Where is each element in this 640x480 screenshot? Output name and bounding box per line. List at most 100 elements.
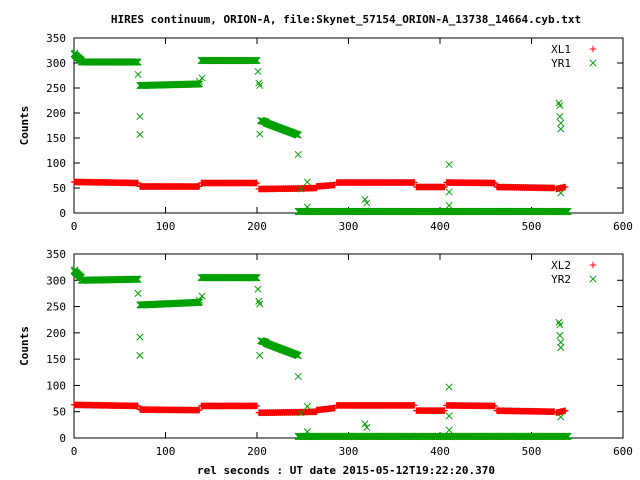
x-tick-label: 0: [71, 445, 78, 458]
x-axis-label: rel seconds : UT date 2015-05-12T19:22:2…: [197, 464, 495, 477]
legend-label: YR2: [551, 273, 571, 286]
data-point: [564, 432, 572, 440]
data-point: [256, 300, 264, 308]
data-point: [445, 412, 453, 420]
y-tick-label: 250: [46, 301, 66, 314]
data-point: [564, 207, 572, 215]
data-point: [303, 428, 311, 436]
data-point: [297, 185, 305, 193]
y-axis-label: Counts: [18, 106, 31, 146]
data-point: [255, 79, 263, 87]
y-tick-label: 200: [46, 107, 66, 120]
y-tick-label: 100: [46, 379, 66, 392]
y-tick-label: 150: [46, 353, 66, 366]
x-tick-label: 200: [247, 220, 267, 233]
top-plot-panel: 0 50 100 150 200 250 300 350 0 100 200 300 400 500 600…: [18, 32, 633, 233]
data-point: [445, 188, 453, 196]
y-tick-label: 50: [53, 406, 66, 419]
data-point: [136, 112, 144, 121]
x-tick-label: 0: [71, 220, 78, 233]
x-tick-label: 100: [156, 220, 176, 233]
x-tick-label: 300: [339, 220, 359, 233]
data-point: [134, 289, 142, 297]
y-tick-label: 100: [46, 157, 66, 170]
y-tick-label: 350: [46, 32, 66, 45]
bottom-plot-panel: 0 50 100 150 200 250 300 350 0 100 200 300 400 500 600…: [18, 248, 633, 458]
legend-marker: [589, 59, 597, 67]
x-tick-label: 400: [430, 445, 450, 458]
data-point: [196, 183, 203, 190]
data-point: [556, 101, 564, 110]
y-axis-label: Counts: [18, 326, 31, 366]
data-point: [198, 292, 206, 300]
series-xl2: [70, 401, 569, 417]
data-point: [411, 402, 418, 409]
x-tick-label: 300: [339, 445, 359, 458]
data-point: [71, 49, 79, 57]
x-tick-label: 500: [522, 220, 542, 233]
data-point: [136, 351, 144, 360]
data-point: [136, 333, 144, 341]
data-point: [557, 338, 565, 346]
data-point: [297, 409, 305, 417]
y-tick-label: 300: [46, 274, 66, 287]
data-point: [134, 58, 142, 66]
data-point: [441, 183, 448, 191]
legend-marker: [589, 261, 597, 269]
data-point: [445, 426, 453, 434]
data-point: [303, 178, 311, 186]
data-point: [256, 130, 264, 138]
y-tick-label: 350: [46, 248, 66, 261]
data-point: [491, 402, 499, 410]
data-point: [411, 179, 418, 186]
data-point: [256, 351, 264, 360]
data-point: [136, 130, 144, 139]
x-tick-label: 600: [613, 220, 633, 233]
x-tick-label: 100: [156, 445, 176, 458]
data-point: [195, 296, 203, 304]
data-point: [445, 201, 453, 210]
data-point: [491, 179, 499, 187]
data-point: [294, 131, 302, 139]
data-point: [256, 81, 264, 90]
data-point: [254, 67, 262, 76]
data-point: [73, 52, 81, 61]
data-point: [557, 189, 565, 197]
data-point: [557, 119, 565, 127]
data-point: [195, 77, 203, 86]
legend-label: XL2: [551, 259, 571, 272]
data-point: [196, 406, 203, 414]
data-point: [294, 372, 302, 381]
legend-marker: [589, 45, 597, 53]
data-point: [555, 318, 563, 326]
data-point: [361, 195, 369, 204]
data-point: [198, 74, 206, 82]
data-point: [445, 160, 453, 169]
data-point: [134, 402, 142, 410]
data-point: [562, 183, 569, 191]
data-point: [441, 407, 448, 414]
data-point: [557, 344, 565, 352]
data-point: [556, 321, 564, 329]
x-tick-label: 400: [430, 220, 450, 233]
data-point: [134, 70, 142, 79]
data-point: [555, 99, 563, 107]
data-point: [254, 285, 262, 293]
data-point: [134, 275, 142, 283]
x-tick-label: 600: [613, 445, 633, 458]
data-point: [73, 269, 81, 278]
data-point: [253, 179, 261, 187]
y-tick-label: 200: [46, 327, 66, 340]
chart-title: HIRES continuum, ORION-A, file:Skynet_57…: [111, 13, 581, 26]
data-point: [557, 413, 565, 421]
x-tick-label: 200: [247, 445, 267, 458]
x-tick-label: 500: [522, 445, 542, 458]
data-point: [195, 298, 203, 306]
series-yr1: [70, 49, 572, 216]
data-point: [562, 407, 569, 414]
y-tick-label: 300: [46, 57, 66, 70]
data-point: [556, 112, 564, 121]
data-point: [363, 423, 371, 432]
y-tick-label: 250: [46, 82, 66, 95]
